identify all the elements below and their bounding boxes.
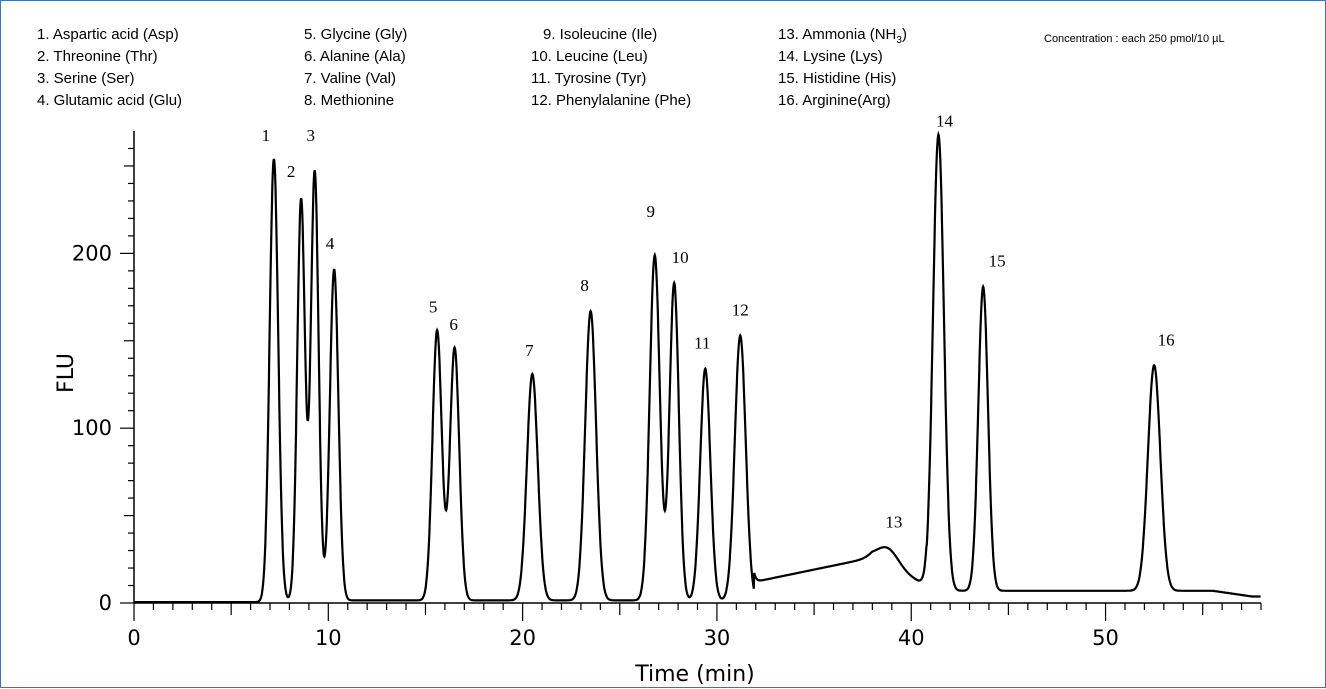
legend-entry: 2. Threonine (Thr) [37,48,158,65]
legend-entry: 12. Phenylalanine (Phe) [531,92,691,109]
peak-label: 6 [449,315,458,334]
legend-entry: 14. Lysine (Lys) [778,48,883,65]
y-tick-label: 200 [72,241,112,265]
x-tick-label: 30 [704,626,731,650]
x-tick-label: 20 [509,626,536,650]
peak-label: 11 [694,334,710,353]
legend-entry: 5. Glycine (Gly) [304,26,407,43]
x-tick-label: 50 [1092,626,1119,650]
chromatogram-trace [134,130,1261,604]
x-tick-label: 10 [315,626,342,650]
peak-label: 16 [1158,330,1175,349]
legend: 1. Aspartic acid (Asp) 2. Threonine (Thr)… [37,26,907,109]
y-axis-label: FLU [54,353,79,393]
peak-label: 13 [885,513,902,532]
peak-label: 3 [306,126,315,145]
legend-entry: 13. Ammonia (NH3) [778,26,907,46]
axes: 0 100 200 0 10 20 30 40 50 [72,131,1262,650]
legend-entry: 6. Alanine (Ala) [304,48,406,65]
peak-label: 10 [672,248,689,267]
peak-label: 5 [429,297,438,316]
legend-entry: 10. Leucine (Leu) [531,48,648,65]
legend-entry: 16. Arginine(Arg) [778,92,891,109]
peak-label: 7 [525,341,534,360]
legend-entry: 15. Histidine (His) [778,70,896,87]
peak-label: 15 [989,252,1006,271]
legend-entry: 8. Methionine [304,92,394,109]
y-tick-label: 100 [72,416,112,440]
y-tick-label: 0 [99,591,112,615]
x-axis-label: Time (min) [634,662,755,687]
peak-label: 8 [580,276,589,295]
peak-label: 9 [647,202,656,221]
peak-label: 2 [287,162,296,181]
legend-entry: 11. Tyrosine (Tyr) [531,70,646,87]
peak-label: 14 [936,111,954,130]
concentration-note: Concentration : each 250 pmol/10 µL [1044,33,1225,45]
legend-entry: 7. Valine (Val) [304,70,396,87]
legend-entry: 3. Serine (Ser) [37,70,135,87]
legend-entry: 9. Isoleucine (Ile) [543,26,657,43]
peak-label: 1 [262,126,271,145]
peak-label: 12 [732,301,749,320]
legend-entry: 1. Aspartic acid (Asp) [37,26,179,43]
peak-label: 4 [326,234,335,253]
x-tick-label: 40 [898,626,925,650]
legend-entry: 4. Glutamic acid (Glu) [37,92,182,109]
x-tick-label: 0 [127,626,140,650]
